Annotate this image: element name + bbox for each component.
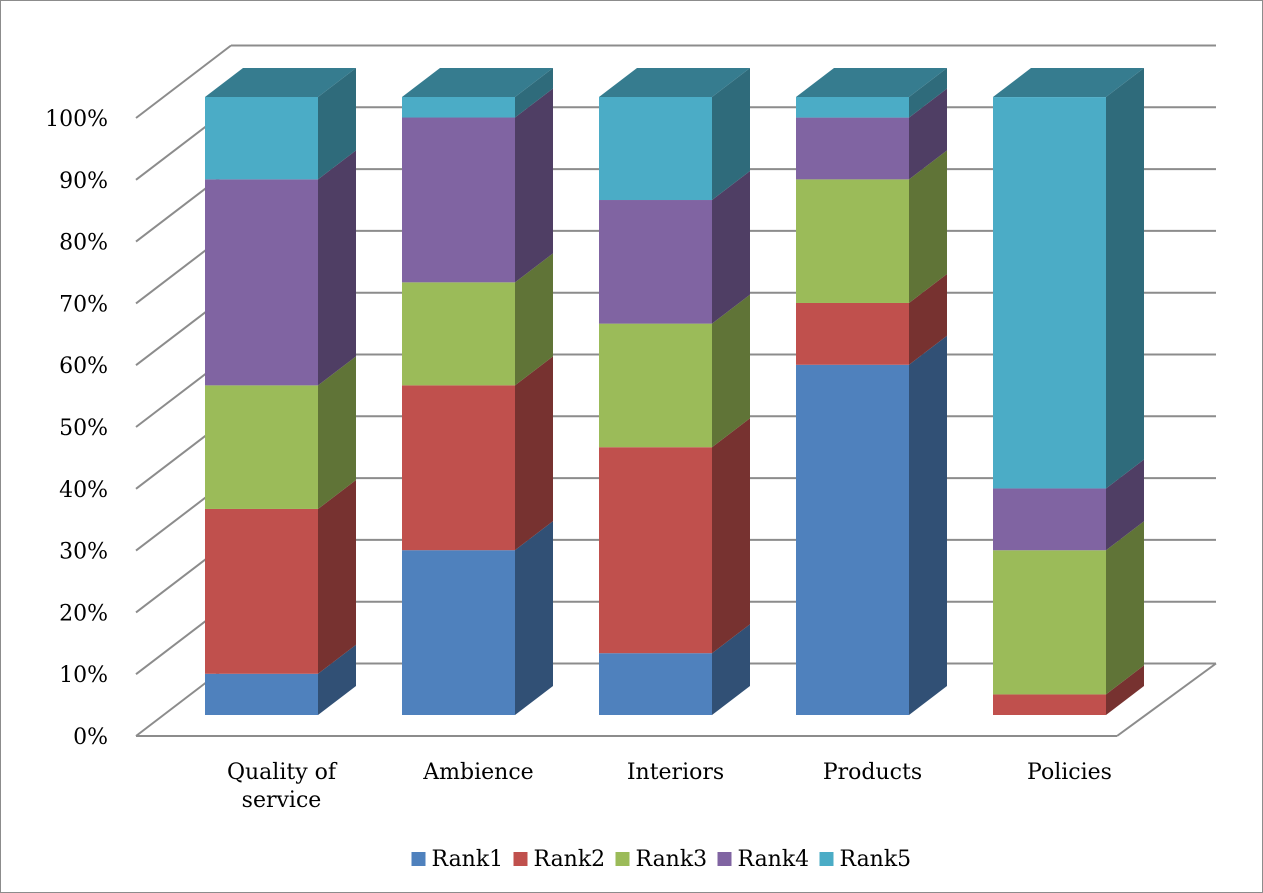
y-tick-label: 80% (59, 231, 108, 256)
legend-label: Rank1 (432, 847, 504, 872)
bar-segment-rank5-front (402, 96, 515, 118)
bar-segment-rank3-front (205, 385, 318, 509)
bar-segment-rank2-front (599, 447, 712, 654)
bar-segment-rank2-front (993, 694, 1106, 715)
bar-segment-rank4-front (993, 488, 1106, 551)
bar-segment-rank2-side (515, 356, 553, 551)
bar-segment-rank4-front (796, 117, 909, 180)
bar-segment-rank1-front (205, 673, 318, 715)
bar-segment-rank4-side (909, 88, 947, 180)
legend-item-rank4: Rank4 (717, 847, 810, 872)
y-tick-label: 20% (59, 601, 108, 626)
legend-item-rank1: Rank1 (411, 847, 504, 872)
bar-segment-rank5-side (712, 68, 750, 201)
bar-segment-rank1-front (796, 364, 909, 715)
category-label: Interiors (627, 760, 724, 785)
gridline-side (135, 44, 232, 119)
legend-swatch (615, 852, 630, 866)
bar-segment-rank5-front (796, 97, 909, 118)
bar-segment-rank1-side (712, 624, 750, 715)
bar-segment-rank4-front (599, 200, 712, 324)
bar-segment-rank5-front (599, 97, 712, 201)
bar-segment-rank3-side (515, 253, 553, 386)
category-label: Quality of service (227, 760, 338, 813)
bar-segment-rank5-side (515, 67, 553, 118)
y-tick-label: 100% (45, 107, 108, 132)
bar-segment-rank1-side (515, 521, 553, 715)
bar-segment-rank5-front (205, 97, 318, 180)
bar-segment-rank3-side (712, 294, 750, 448)
bar-segment-rank5-side (1106, 68, 1144, 489)
bar-segment-rank4-side (515, 88, 553, 283)
category-label: Ambience (422, 760, 533, 785)
bar-segment-rank2-side (318, 479, 356, 674)
legend-label: Rank2 (534, 847, 606, 872)
bar-segment-rank1-side (318, 644, 356, 715)
bar-segment-rank3-front (402, 282, 515, 386)
bar-segment-rank4-side (318, 150, 356, 386)
bar-segment-rank1-front (599, 653, 712, 715)
bar-segment-rank4-side (712, 171, 750, 324)
bar-segment-rank2-side (712, 418, 750, 654)
y-tick-label: 60% (59, 354, 108, 379)
bar-segment-rank5-front (993, 97, 1106, 489)
y-tick-label: 40% (59, 478, 108, 503)
y-tick-label: 10% (59, 663, 108, 688)
bar-segment-rank5-side (318, 68, 356, 180)
legend-swatch (819, 852, 834, 866)
bar-segment-rank5-side (909, 68, 947, 118)
y-tick-label: 30% (59, 540, 108, 565)
legend-item-rank3: Rank3 (615, 847, 708, 872)
bar-top-rank5 (993, 68, 1144, 98)
y-tick-label: 90% (59, 169, 108, 194)
bar-segment-rank2-front (402, 385, 515, 551)
legend-label: Rank4 (738, 847, 810, 872)
bar-segment-rank1-side (909, 335, 947, 715)
legend-swatch (411, 852, 426, 866)
bar-segment-rank3-front (993, 550, 1106, 695)
y-tick-label: 0% (73, 725, 108, 750)
bar-segment-rank3-side (318, 356, 356, 509)
legend-label: Rank3 (636, 847, 708, 872)
bar-segment-rank4-side (1106, 459, 1144, 551)
bar-top-rank5 (599, 68, 750, 97)
category-label: Products (823, 760, 922, 785)
bar-segment-rank2-side (1106, 665, 1144, 715)
bar-segment-rank3-side (1106, 521, 1144, 695)
legend-swatch (513, 852, 528, 866)
bar-segment-rank3-front (599, 323, 712, 448)
bar-top-rank5 (205, 68, 356, 97)
y-tick-label: 70% (59, 292, 108, 317)
y-axis-ticks: 0% 10% 20% 30% 40% 50% 60% 70% 80% 90% 100% (45, 107, 108, 750)
legend: Rank1 Rank2 Rank3 Rank4 Rank5 (411, 847, 912, 872)
y-tick-label: 50% (59, 416, 108, 441)
legend-label: Rank5 (840, 847, 912, 872)
bar-top-rank5 (796, 68, 947, 97)
bar-segment-rank4-front (205, 179, 318, 386)
legend-swatch (717, 852, 732, 866)
floor-side-edge (1116, 662, 1217, 737)
bar-segment-rank4-front (402, 117, 515, 283)
x-axis-categories: Quality of service Ambience Interiors Produc… (227, 760, 1112, 813)
category-label: Policies (1027, 760, 1112, 785)
legend-item-rank2: Rank2 (513, 847, 606, 872)
legend-item-rank5: Rank5 (819, 847, 912, 872)
bar-segment-rank2-front (205, 508, 318, 674)
bar-top-rank5 (402, 67, 553, 97)
bar-segment-rank3-side (909, 150, 947, 303)
bar-segment-rank2-front (796, 302, 909, 365)
bar-segment-rank1-front (402, 550, 515, 715)
bars (205, 67, 1144, 715)
bar-segment-rank3-front (796, 179, 909, 303)
bar-segment-rank2-side (909, 273, 947, 365)
